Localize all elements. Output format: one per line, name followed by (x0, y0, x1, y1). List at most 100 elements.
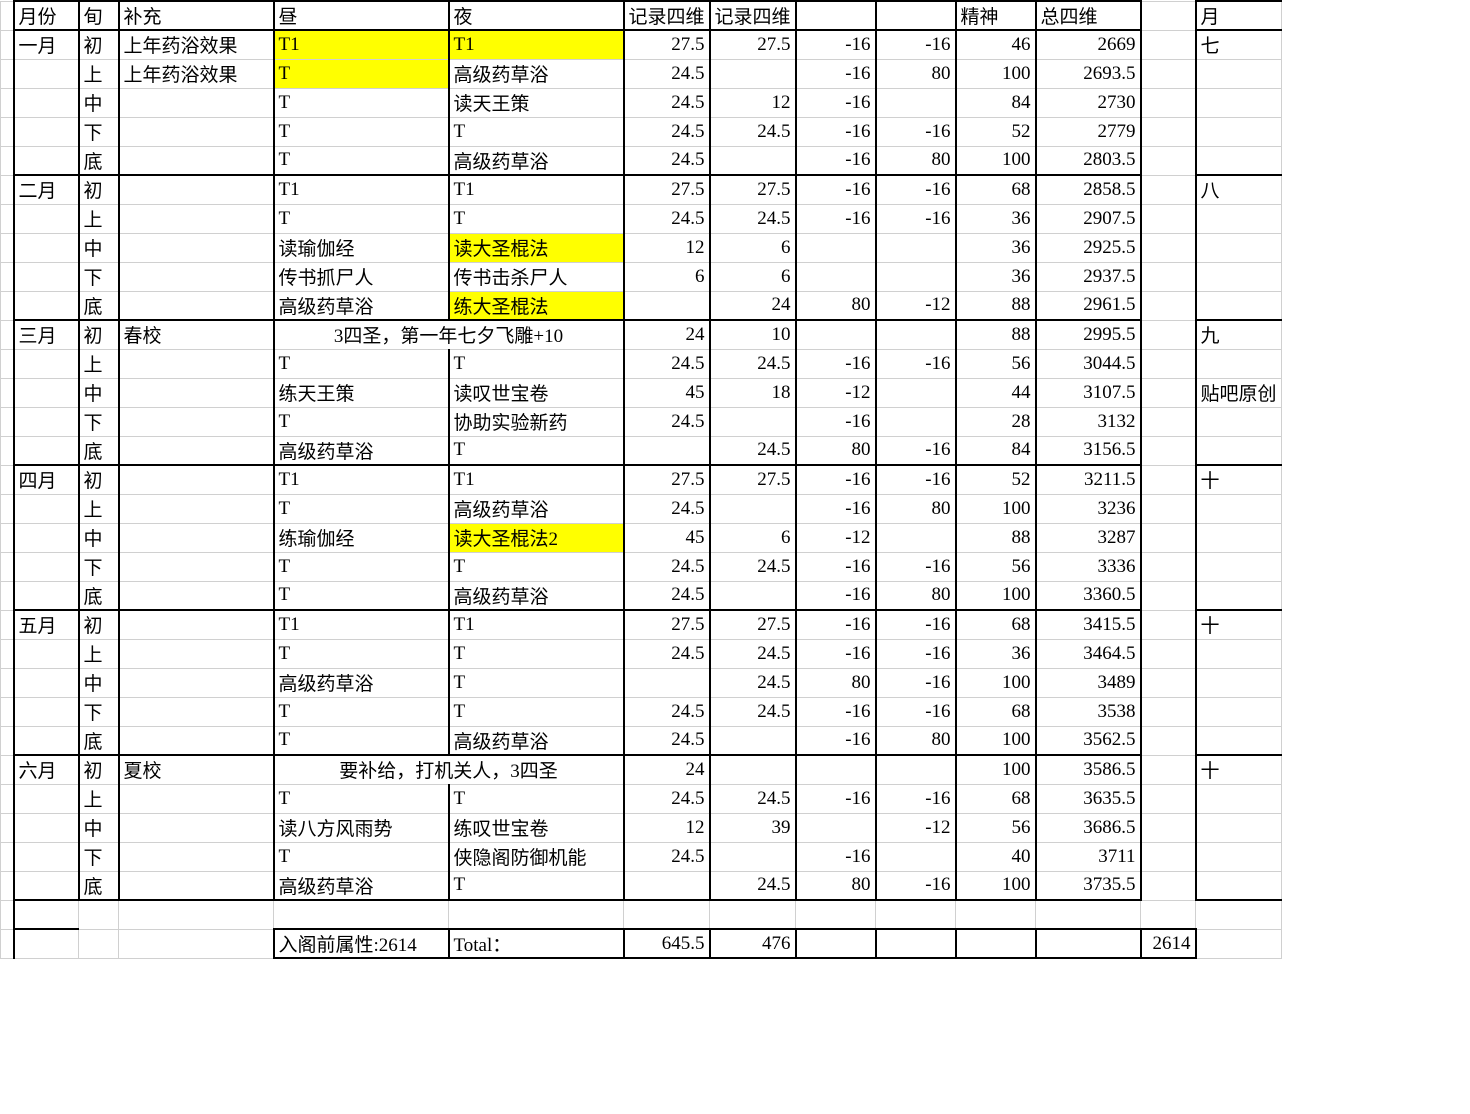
cell-month[interactable] (14, 581, 79, 610)
cell-rside[interactable] (1196, 146, 1282, 175)
cell-val-3[interactable]: -16 (876, 465, 956, 494)
cell-val-2[interactable]: -16 (796, 146, 876, 175)
blank[interactable] (449, 900, 624, 929)
cell-day[interactable]: T1 (274, 465, 449, 494)
cell-val-5[interactable]: 2779 (1036, 117, 1141, 146)
cell-gap[interactable] (1141, 726, 1196, 755)
cell-val-2[interactable] (796, 262, 876, 291)
cell-rside[interactable] (1196, 813, 1282, 842)
cell-supp[interactable] (119, 494, 274, 523)
cell-val-5[interactable]: 3132 (1036, 407, 1141, 436)
cell-gap[interactable] (1141, 291, 1196, 320)
cell-val-1[interactable]: 27.5 (710, 30, 796, 59)
cell-month[interactable] (14, 639, 79, 668)
cell-val-3[interactable] (876, 378, 956, 407)
cell-val-0[interactable] (624, 668, 710, 697)
cell-supp[interactable] (119, 610, 274, 639)
cell-day[interactable]: T (274, 697, 449, 726)
cell-xun[interactable]: 下 (79, 262, 119, 291)
cell-val-2[interactable]: 80 (796, 668, 876, 697)
col-day[interactable]: 昼 (274, 1, 449, 30)
cell-val-0[interactable]: 24.5 (624, 697, 710, 726)
cell-val-3[interactable]: 80 (876, 59, 956, 88)
cell-val-0[interactable]: 24.5 (624, 407, 710, 436)
cell-month[interactable] (14, 407, 79, 436)
footer-preattr[interactable]: 入阁前属性:2614 (274, 929, 449, 958)
cell-val-4[interactable]: 68 (956, 610, 1036, 639)
cell-day[interactable]: 读八方风雨势 (274, 813, 449, 842)
cell-supp[interactable] (119, 581, 274, 610)
cell-val-0[interactable]: 24.5 (624, 552, 710, 581)
cell-xun[interactable]: 底 (79, 291, 119, 320)
cell-xun[interactable]: 中 (79, 813, 119, 842)
cell-xun[interactable]: 上 (79, 639, 119, 668)
cell-supp[interactable] (119, 262, 274, 291)
cell-xun[interactable]: 底 (79, 581, 119, 610)
cell-val-1[interactable] (710, 494, 796, 523)
cell-day[interactable]: 练瑜伽经 (274, 523, 449, 552)
cell-val-5[interactable]: 3336 (1036, 552, 1141, 581)
cell-gap[interactable] (1141, 871, 1196, 900)
cell-day[interactable]: T (274, 407, 449, 436)
cell-supp[interactable] (119, 726, 274, 755)
cell-gap[interactable] (1141, 784, 1196, 813)
cell-xun[interactable]: 上 (79, 204, 119, 233)
footer[interactable] (79, 929, 119, 958)
cell-val-0[interactable]: 12 (624, 233, 710, 262)
cell-day[interactable]: T (274, 494, 449, 523)
cell-xun[interactable]: 下 (79, 842, 119, 871)
cell-supp[interactable]: 春校 (119, 320, 274, 349)
cell-val-3[interactable] (876, 407, 956, 436)
cell-val-2[interactable]: -16 (796, 842, 876, 871)
cell-val-1[interactable]: 27.5 (710, 175, 796, 204)
cell-val-2[interactable]: -12 (796, 378, 876, 407)
cell-gap[interactable] (1141, 842, 1196, 871)
cell-rside[interactable] (1196, 871, 1282, 900)
cell-night[interactable]: 高级药草浴 (449, 146, 624, 175)
cell-rside[interactable] (1196, 639, 1282, 668)
footer-total-3[interactable] (876, 929, 956, 958)
cell-xun[interactable]: 中 (79, 523, 119, 552)
cell-day[interactable]: 高级药草浴 (274, 871, 449, 900)
cell-gap[interactable] (1141, 349, 1196, 378)
cell-val-2[interactable]: -16 (796, 639, 876, 668)
cell-val-5[interactable]: 2937.5 (1036, 262, 1141, 291)
blank[interactable] (274, 900, 449, 929)
footer-total-5[interactable] (1036, 929, 1141, 958)
cell-val-1[interactable]: 24.5 (710, 639, 796, 668)
cell-day[interactable]: 传书抓尸人 (274, 262, 449, 291)
cell-xun[interactable]: 中 (79, 233, 119, 262)
cell-val-5[interactable]: 2961.5 (1036, 291, 1141, 320)
cell-val-4[interactable]: 88 (956, 523, 1036, 552)
cell-val-3[interactable] (876, 842, 956, 871)
cell-night[interactable]: 读叹世宝卷 (449, 378, 624, 407)
cell-val-3[interactable] (876, 88, 956, 117)
cell-val-3[interactable]: 80 (876, 146, 956, 175)
cell-supp[interactable] (119, 813, 274, 842)
blank[interactable] (1036, 900, 1141, 929)
cell-month[interactable]: 三月 (14, 320, 79, 349)
cell-night[interactable]: T (449, 697, 624, 726)
footer-total-2[interactable] (796, 929, 876, 958)
col-c9[interactable] (876, 1, 956, 30)
cell-xun[interactable]: 中 (79, 668, 119, 697)
cell-day[interactable]: 高级药草浴 (274, 291, 449, 320)
cell-val-5[interactable]: 3044.5 (1036, 349, 1141, 378)
blank[interactable] (796, 900, 876, 929)
cell-supp[interactable] (119, 465, 274, 494)
cell-month[interactable] (14, 262, 79, 291)
cell-val-0[interactable]: 24.5 (624, 494, 710, 523)
cell-val-3[interactable]: -16 (876, 697, 956, 726)
cell-val-3[interactable]: -12 (876, 291, 956, 320)
cell-gap[interactable] (1141, 59, 1196, 88)
footer-right-total[interactable]: 2614 (1141, 929, 1196, 958)
cell-val-0[interactable] (624, 291, 710, 320)
cell-supp[interactable] (119, 407, 274, 436)
cell-month[interactable] (14, 726, 79, 755)
cell-val-5[interactable]: 3586.5 (1036, 755, 1141, 784)
cell-rside[interactable]: 九 (1196, 320, 1282, 349)
cell-val-0[interactable]: 24.5 (624, 146, 710, 175)
cell-val-5[interactable]: 3156.5 (1036, 436, 1141, 465)
cell-rside[interactable]: 贴吧原创 (1196, 378, 1282, 407)
cell-val-2[interactable] (796, 320, 876, 349)
